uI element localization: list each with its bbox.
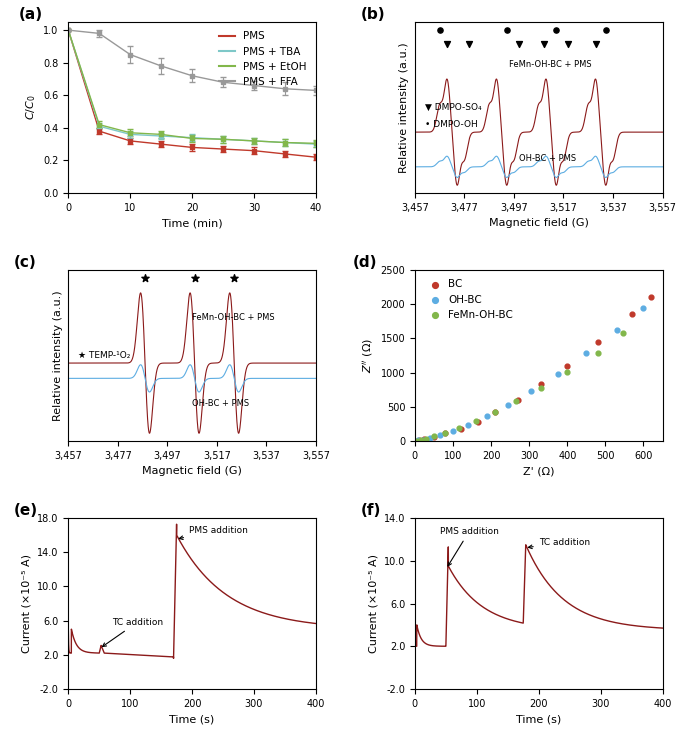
Point [229,272,240,284]
FeMn-OH-BC [535,382,546,394]
BC [626,309,637,320]
FeMn-OH-BC [428,430,439,442]
OH-BC [413,435,423,446]
Text: (c): (c) [14,254,37,270]
BC [562,360,573,372]
Legend: PMS, PMS + TBA, PMS + EtOH, PMS + FFA: PMS, PMS + TBA, PMS + EtOH, PMS + FFA [215,27,311,91]
Legend: BC, OH-BC, FeMn-OH-BC: BC, OH-BC, FeMn-OH-BC [420,275,517,324]
BC [490,406,501,418]
Y-axis label: $C/C_0$: $C/C_0$ [24,95,38,120]
OH-BC [611,324,622,336]
Y-axis label: Relative intensity (a.u.): Relative intensity (a.u.) [400,43,409,173]
Text: ▼ DMPO-SO₄: ▼ DMPO-SO₄ [425,103,482,112]
FeMn-OH-BC [454,422,464,434]
Point [590,38,601,50]
Text: FeMn-OH-BC + PMS: FeMn-OH-BC + PMS [509,60,591,69]
FeMn-OH-BC [592,347,603,358]
Text: PMS addition: PMS addition [180,526,248,539]
Text: OH-BC + PMS: OH-BC + PMS [519,155,576,163]
X-axis label: Time (s): Time (s) [516,714,561,724]
BC [535,378,546,390]
BC [473,416,484,428]
OH-BC [526,386,537,397]
FeMn-OH-BC [421,432,432,444]
Point [550,24,561,36]
BC [440,427,451,439]
OH-BC [553,368,563,380]
Point [501,24,512,36]
Point [434,24,445,36]
X-axis label: Z' (Ω): Z' (Ω) [523,466,555,476]
Y-axis label: Current (×10⁻⁵ A): Current (×10⁻⁵ A) [368,554,378,653]
X-axis label: Magnetic field (G): Magnetic field (G) [142,466,242,476]
Point [442,38,453,50]
Text: (f): (f) [361,503,381,517]
OH-BC [434,429,445,441]
Text: OH-BC + PMS: OH-BC + PMS [192,399,249,408]
FeMn-OH-BC [411,435,422,446]
Point [189,272,200,284]
Point [600,24,611,36]
X-axis label: Time (s): Time (s) [169,714,214,724]
FeMn-OH-BC [415,434,426,446]
Point [563,38,574,50]
Text: • DMPO-OH: • DMPO-OH [425,120,477,129]
BC [512,394,523,406]
FeMn-OH-BC [471,416,482,427]
FeMn-OH-BC [562,366,573,377]
Point [139,272,150,284]
OH-BC [417,434,428,446]
FeMn-OH-BC [440,427,451,438]
Text: PMS addition: PMS addition [440,527,499,566]
BC [419,433,430,445]
BC [645,292,656,303]
OH-BC [581,347,591,359]
Point [514,38,525,50]
OH-BC [638,302,649,314]
OH-BC [463,419,474,430]
OH-BC [425,432,436,443]
Y-axis label: Relative intensity (a.u.): Relative intensity (a.u.) [53,290,63,421]
OH-BC [503,399,514,410]
OH-BC [482,410,492,421]
FeMn-OH-BC [510,396,521,408]
OH-BC [447,425,458,437]
Y-axis label: Current (×10⁻⁵ A): Current (×10⁻⁵ A) [22,554,31,653]
Text: (b): (b) [361,7,385,21]
Text: (e): (e) [14,503,38,517]
Text: FeMn-OH-BC + PMS: FeMn-OH-BC + PMS [192,314,275,323]
Text: TC addition: TC addition [102,618,163,647]
BC [413,435,424,446]
Text: ★ TEMP-¹O₂: ★ TEMP-¹O₂ [78,351,130,360]
FeMn-OH-BC [617,327,628,339]
BC [428,431,439,443]
Text: (d): (d) [353,254,378,270]
X-axis label: Magnetic field (G): Magnetic field (G) [489,218,589,228]
BC [455,423,466,435]
Point [464,38,475,50]
Text: TC addition: TC addition [529,538,590,548]
Point [538,38,549,50]
Text: (a): (a) [19,7,43,21]
BC [592,336,603,347]
FeMn-OH-BC [490,406,501,418]
Y-axis label: $Z''$ (Ω): $Z''$ (Ω) [361,338,375,373]
X-axis label: Time (min): Time (min) [162,218,223,228]
